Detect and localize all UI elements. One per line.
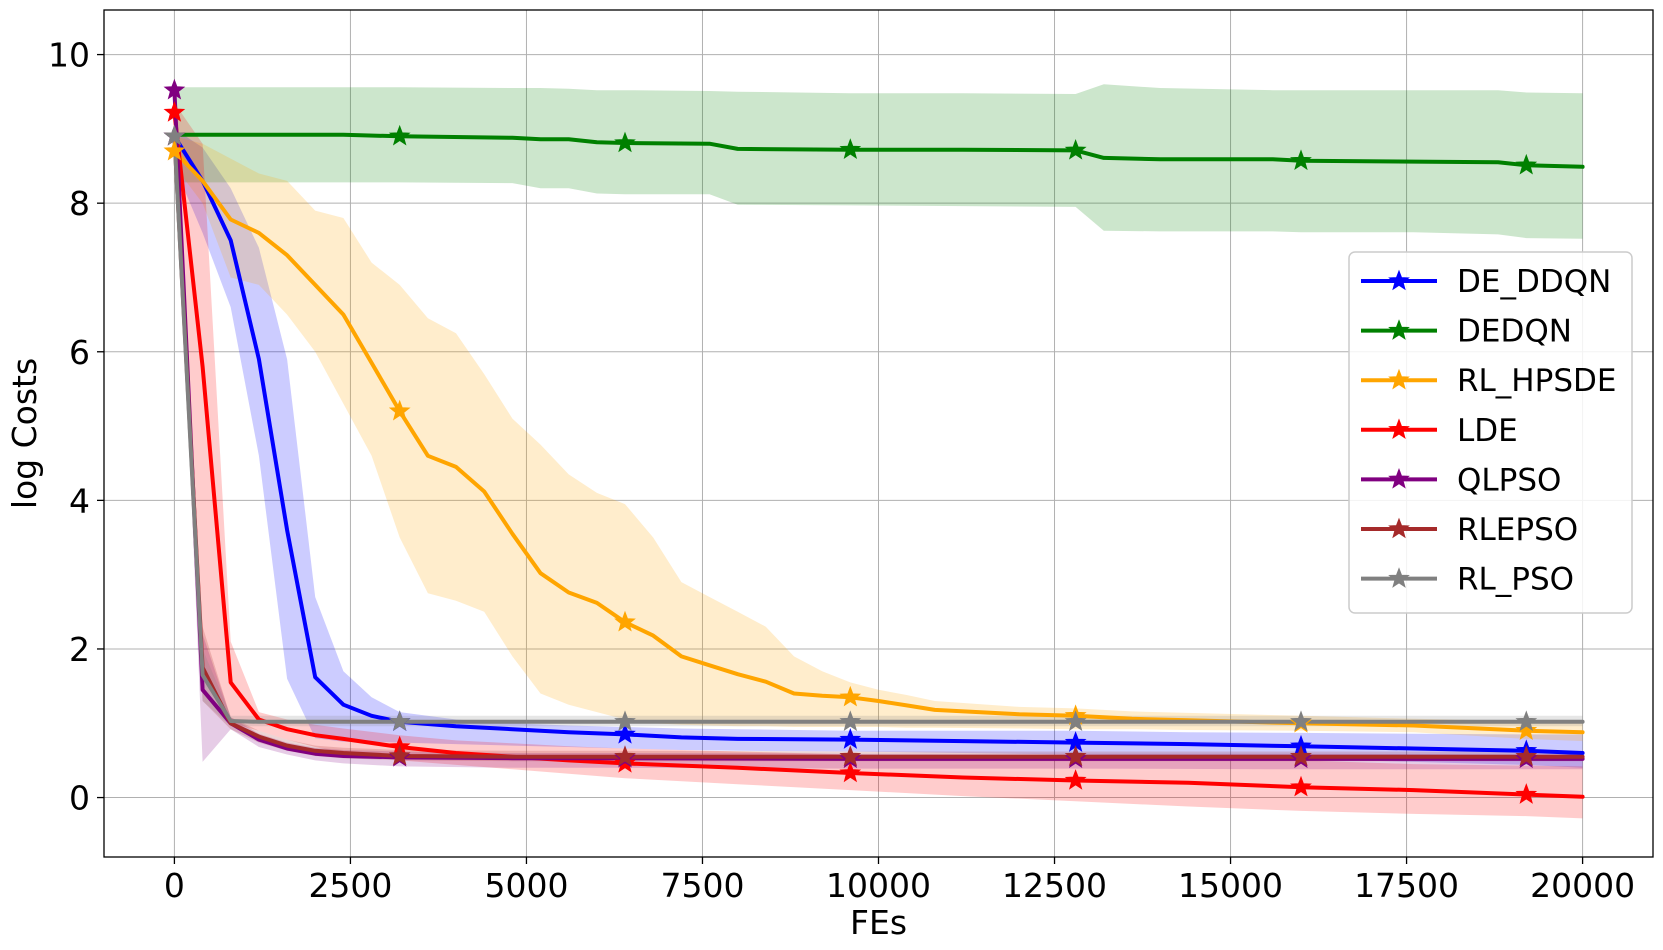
marker-lde <box>1064 769 1087 790</box>
marker-rl-hpsde <box>839 685 862 707</box>
series-markers <box>163 78 1538 804</box>
confidence-bands <box>174 84 1583 819</box>
marker-dedqn <box>388 124 411 146</box>
legend-label: QLPSO <box>1457 462 1561 498</box>
x-tick-label: 12500 <box>1002 866 1107 905</box>
marker-de-ddqn <box>839 728 862 749</box>
x-tick-label: 15000 <box>1178 866 1283 905</box>
marker-dedqn <box>614 131 636 153</box>
legend-label: RLEPSO <box>1457 512 1578 548</box>
marker-rl-hpsde <box>1515 719 1538 740</box>
legend: DE_DDQN DEDQN RL_HPSDE LDE QLPSO RLEPSO RL_PSO <box>1348 251 1633 614</box>
legend-label: RL_PSO <box>1457 562 1574 598</box>
marker-de-ddqn <box>614 722 636 744</box>
marker-rlepso <box>1064 745 1087 766</box>
marker-rl-pso <box>614 710 636 732</box>
legend-marker <box>1388 418 1410 440</box>
legend-label: DEDQN <box>1457 314 1572 350</box>
y-axis-title: log Costs <box>5 358 44 509</box>
x-tick-label: 0 <box>164 866 185 905</box>
marker-lde <box>163 101 186 122</box>
y-tick-label: 0 <box>69 779 90 818</box>
marker-rl-pso <box>1064 710 1087 732</box>
legend-marker <box>1388 319 1410 340</box>
y-tick-label: 8 <box>69 184 90 223</box>
axis-ticks: 0 2500 5000 7500 10000 12500 15000 17500 20000 0 2… <box>48 36 1635 905</box>
y-tick-label: 2 <box>69 630 90 669</box>
legend-marker <box>1388 517 1410 539</box>
marker-rl-pso <box>388 710 411 732</box>
legend-marker <box>1388 567 1410 588</box>
marker-rl-hpsde <box>388 399 411 421</box>
line-de-ddqn <box>172 134 1585 755</box>
legend-label: LDE <box>1457 413 1518 449</box>
marker-rlepso <box>1515 745 1538 766</box>
y-tick-label: 10 <box>48 36 90 75</box>
x-tick-label: 7500 <box>660 866 744 905</box>
x-tick-label: 2500 <box>308 866 392 905</box>
marker-qlpso <box>163 78 186 100</box>
legend-marker <box>1388 368 1410 390</box>
legend-marker <box>1388 269 1410 291</box>
marker-rlepso <box>614 745 636 766</box>
marker-rl-pso <box>839 710 862 732</box>
marker-rlepso <box>1290 745 1312 766</box>
marker-rl-hpsde <box>163 139 186 161</box>
marker-lde <box>839 761 862 783</box>
legend-label: RL_HPSDE <box>1457 363 1616 399</box>
legend-label: DE_DDQN <box>1457 264 1611 300</box>
band-dedqn <box>174 84 1583 239</box>
band-rl-hpsde <box>174 136 1583 742</box>
x-axis-title: FEs <box>850 903 907 942</box>
y-tick-label: 6 <box>69 333 90 372</box>
marker-rl-pso <box>163 124 186 146</box>
x-tick-label: 17500 <box>1354 866 1459 905</box>
marker-dedqn <box>839 138 862 159</box>
marker-rl-pso <box>1290 710 1312 732</box>
legend-box <box>1348 251 1633 614</box>
marker-lde <box>1290 775 1312 797</box>
x-tick-label: 10000 <box>826 866 931 905</box>
marker-dedqn <box>1515 153 1538 175</box>
marker-rlepso <box>388 744 411 766</box>
marker-rl-pso <box>1515 710 1538 732</box>
band-lde <box>174 102 1583 819</box>
y-tick-label: 4 <box>69 481 90 520</box>
x-tick-label: 5000 <box>484 866 568 905</box>
marker-dedqn <box>1064 138 1087 160</box>
marker-rlepso <box>839 745 862 766</box>
marker-dedqn <box>1290 149 1312 171</box>
x-tick-label: 20000 <box>1530 866 1635 905</box>
line-rl-hpsde <box>172 149 1585 735</box>
marker-lde <box>1515 783 1538 804</box>
marker-rl-hpsde <box>614 610 636 632</box>
band-de-ddqn <box>174 128 1583 768</box>
legend-marker <box>1388 467 1410 489</box>
